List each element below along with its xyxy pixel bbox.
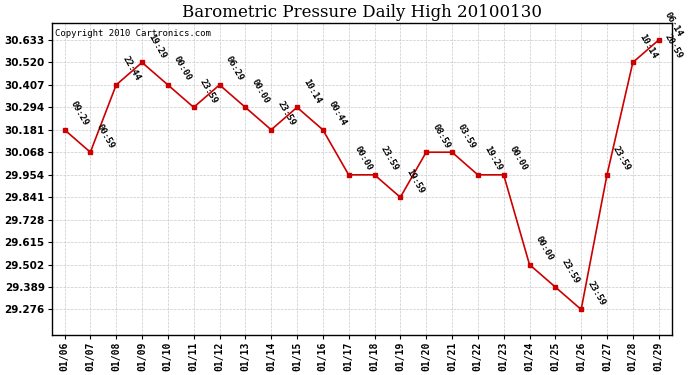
Text: 19:29: 19:29 <box>482 145 503 172</box>
Text: 03:59: 03:59 <box>456 122 477 150</box>
Text: 23:59: 23:59 <box>585 279 607 308</box>
Text: Copyright 2010 Cartronics.com: Copyright 2010 Cartronics.com <box>55 29 210 38</box>
Text: 08:59: 08:59 <box>431 122 451 150</box>
Text: 23:59: 23:59 <box>275 100 297 128</box>
Text: 19:29: 19:29 <box>146 33 168 60</box>
Text: 23:59: 23:59 <box>611 145 633 172</box>
Text: 10:14: 10:14 <box>301 77 322 105</box>
Text: 00:00: 00:00 <box>533 235 555 262</box>
Text: 23:59: 23:59 <box>379 145 400 172</box>
Text: 20:59: 20:59 <box>663 33 684 60</box>
Text: 00:00: 00:00 <box>250 77 270 105</box>
Text: 19:59: 19:59 <box>404 167 426 195</box>
Text: 00:00: 00:00 <box>508 145 529 172</box>
Text: 23:59: 23:59 <box>560 257 581 285</box>
Text: 00:59: 00:59 <box>95 122 116 150</box>
Text: 00:00: 00:00 <box>172 55 193 83</box>
Text: 09:29: 09:29 <box>69 100 90 128</box>
Title: Barometric Pressure Daily High 20100130: Barometric Pressure Daily High 20100130 <box>181 4 542 21</box>
Text: 00:00: 00:00 <box>353 145 374 172</box>
Text: 00:44: 00:44 <box>327 100 348 128</box>
Text: 22:44: 22:44 <box>120 55 141 83</box>
Text: 06:14: 06:14 <box>663 10 684 38</box>
Text: 23:59: 23:59 <box>198 77 219 105</box>
Text: 10:14: 10:14 <box>637 33 658 60</box>
Text: 06:29: 06:29 <box>224 55 245 83</box>
